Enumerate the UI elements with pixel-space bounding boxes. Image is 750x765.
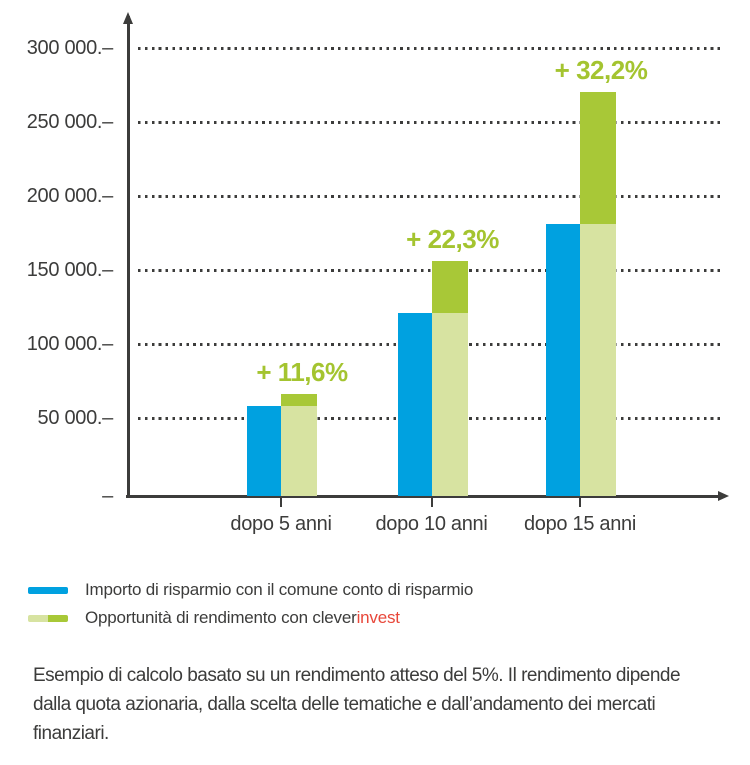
legend-label-invest-highlight: invest	[356, 608, 400, 627]
gain-percentage-label: + 22,3%	[406, 224, 499, 255]
grid-line	[138, 195, 722, 198]
legend-label-cleverinvest: Opportunità di rendimento con cleverinve…	[85, 608, 400, 628]
bar-savings	[247, 406, 281, 496]
x-tick	[430, 497, 433, 507]
legend-label-cleverinvest-prefix: Opportunità di rendimento con clever	[85, 608, 357, 627]
chart-plot-area: 300 000.– 250 000.– 200 000.– 150 000.– 100 …	[26, 12, 729, 535]
grid-line	[138, 47, 722, 50]
x-axis-arrow-icon	[718, 491, 729, 501]
x-category-label: dopo 5 anni	[230, 513, 332, 535]
y-axis-line	[127, 16, 130, 497]
y-tick-label: 100 000.–	[26, 333, 114, 355]
y-tick-label: 250 000.–	[26, 111, 114, 133]
footnote-line-2: dalla quota azionaria, dalla scelta dell…	[33, 694, 656, 715]
bar-return-base	[580, 224, 616, 496]
y-tick-label: 50 000.–	[37, 407, 114, 429]
y-tick-label: 200 000.–	[26, 185, 114, 207]
x-tick	[280, 497, 282, 507]
y-tick-label: 150 000.–	[26, 259, 114, 281]
y-tick-label: 300 000.–	[26, 37, 114, 59]
footnote-line-3: finanziari.	[33, 723, 109, 744]
x-category-label: dopo 15 anni	[523, 513, 637, 535]
gain-percentage-label: + 11,6%	[256, 357, 348, 388]
footnote-line-1: Esempio di calcolo basato su un rendimen…	[33, 665, 681, 686]
bar-return-base	[431, 312, 468, 496]
gain-percentage-label: + 32,2%	[554, 55, 648, 86]
x-axis-line	[126, 495, 720, 498]
bar-return-gain	[281, 394, 317, 407]
legend-swatch-savings-icon	[28, 586, 68, 594]
bar-savings	[397, 312, 432, 496]
bar-savings	[546, 224, 580, 496]
bar-return-gain	[431, 261, 468, 313]
legend-label-savings: Importo di risparmio con il comune conto…	[85, 580, 474, 599]
y-tick-label: –	[102, 485, 113, 507]
grid-line	[138, 269, 722, 272]
bar-return-gain	[580, 92, 616, 225]
bar-return-base	[281, 406, 317, 496]
legend: Importo di risparmio con il comune conto…	[28, 576, 473, 632]
grid-line	[138, 121, 722, 124]
y-axis-arrow-icon	[123, 12, 133, 24]
x-tick	[579, 497, 581, 507]
footnote: Esempio di calcolo basato su un rendimen…	[33, 661, 743, 748]
legend-swatch-cleverinvest-icon	[28, 614, 68, 622]
x-category-label: dopo 10 anni	[375, 513, 488, 535]
legend-item-savings: Importo di risparmio con il comune conto…	[28, 576, 473, 604]
legend-item-cleverinvest: Opportunità di rendimento con cleverinve…	[28, 604, 473, 632]
